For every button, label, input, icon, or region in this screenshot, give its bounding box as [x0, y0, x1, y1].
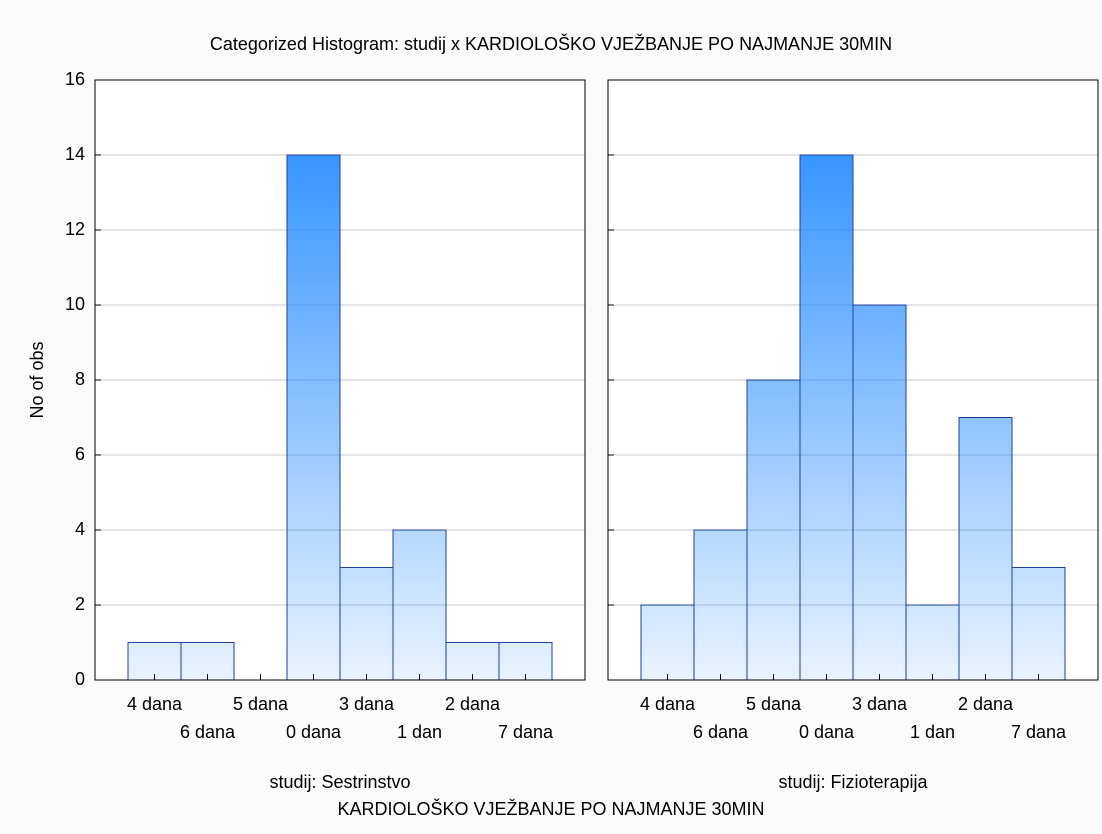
y-tick-label: 2 [75, 594, 85, 614]
bar [640, 604, 695, 681]
x-tick-label: 1 dan [397, 722, 442, 742]
x-tick-label: 3 dana [852, 694, 908, 714]
bar [286, 154, 341, 681]
x-tick-label: 7 dana [498, 722, 554, 742]
y-axis-label: No of obs [27, 341, 47, 418]
x-tick-label: 2 dana [445, 694, 501, 714]
y-tick-label: 16 [65, 69, 85, 89]
bar [852, 304, 907, 681]
plot-frame [607, 79, 1099, 681]
y-tick-label: 8 [75, 369, 85, 389]
y-tick-label: 6 [75, 444, 85, 464]
x-tick-label: 2 dana [958, 694, 1014, 714]
bar [1011, 567, 1066, 681]
x-tick-label: 3 dana [339, 694, 395, 714]
bar [445, 642, 500, 681]
bar [958, 417, 1013, 681]
x-tick-label: 0 dana [286, 722, 342, 742]
y-tick-label: 0 [75, 669, 85, 689]
bar [693, 529, 748, 681]
chart-title: Categorized Histogram: studij x KARDIOLO… [210, 33, 892, 54]
x-axis-label: KARDIOLOŠKO VJEŽBANJE PO NAJMANJE 30MIN [337, 798, 764, 819]
x-tick-label: 4 dana [640, 694, 696, 714]
bar [392, 529, 447, 681]
bar [746, 379, 801, 681]
x-tick-label: 0 dana [799, 722, 855, 742]
y-tick-label: 10 [65, 294, 85, 314]
x-tick-label: 5 dana [233, 694, 289, 714]
bar [905, 604, 960, 681]
bar [799, 154, 854, 681]
x-tick-label: 7 dana [1011, 722, 1067, 742]
x-tick-label: 1 dan [910, 722, 955, 742]
x-tick-label: 6 dana [693, 722, 749, 742]
y-tick-label: 4 [75, 519, 85, 539]
panel-label: studij: Sestrinstvo [269, 772, 410, 792]
x-tick-label: 5 dana [746, 694, 802, 714]
y-tick-label: 12 [65, 219, 85, 239]
x-tick-label: 6 dana [180, 722, 236, 742]
y-tick-label: 14 [65, 144, 85, 164]
panel-label: studij: Fizioterapija [778, 772, 928, 792]
x-tick-label: 4 dana [127, 694, 183, 714]
bar [339, 567, 394, 681]
plot-frame [94, 79, 586, 681]
